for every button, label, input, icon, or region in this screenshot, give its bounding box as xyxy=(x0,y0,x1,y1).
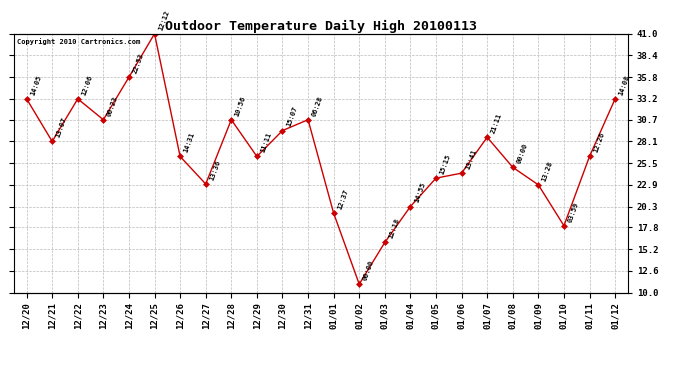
Text: 12:12: 12:12 xyxy=(157,9,170,31)
Text: 12:18: 12:18 xyxy=(388,217,400,240)
Text: 00:00: 00:00 xyxy=(515,142,529,165)
Text: 00:00: 00:00 xyxy=(362,260,375,281)
Text: 00:23: 00:23 xyxy=(106,95,119,117)
Title: Outdoor Temperature Daily High 20100113: Outdoor Temperature Daily High 20100113 xyxy=(165,20,477,33)
Text: 13:28: 13:28 xyxy=(541,160,554,182)
Text: 13:07: 13:07 xyxy=(55,117,68,139)
Text: 13:41: 13:41 xyxy=(464,148,477,170)
Text: 15:15: 15:15 xyxy=(439,153,452,176)
Text: 12:37: 12:37 xyxy=(337,188,349,210)
Text: 14:31: 14:31 xyxy=(183,132,196,154)
Text: 14:55: 14:55 xyxy=(413,182,426,204)
Text: 22:53: 22:53 xyxy=(132,53,145,74)
Text: 11:11: 11:11 xyxy=(259,132,273,154)
Text: 03:59: 03:59 xyxy=(566,201,580,223)
Text: 10:56: 10:56 xyxy=(234,95,247,117)
Text: 14:05: 14:05 xyxy=(30,74,42,96)
Text: 12:06: 12:06 xyxy=(81,74,93,96)
Text: 12:26: 12:26 xyxy=(592,132,605,154)
Text: 13:36: 13:36 xyxy=(208,159,221,181)
Text: 21:11: 21:11 xyxy=(490,112,503,135)
Text: Copyright 2010 Cartronics.com: Copyright 2010 Cartronics.com xyxy=(17,38,140,45)
Text: 15:07: 15:07 xyxy=(285,106,298,128)
Text: 06:28: 06:28 xyxy=(310,95,324,117)
Text: 14:08: 14:08 xyxy=(618,74,631,96)
